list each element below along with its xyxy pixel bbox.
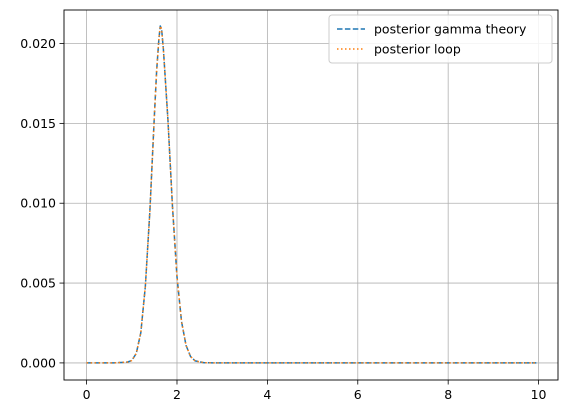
series-line-2 xyxy=(86,25,537,364)
y-tick-label: 0.000 xyxy=(20,355,56,370)
plot-background xyxy=(64,10,558,380)
plot-frame xyxy=(63,9,559,381)
y-axis: 0.000 0.005 0.010 0.015 0.020 xyxy=(20,36,64,370)
legend: posterior gamma theory posterior loop xyxy=(328,14,553,64)
y-tick-label: 0.020 xyxy=(20,36,56,51)
series-line-1 xyxy=(86,25,537,364)
y-tick-label: 0.010 xyxy=(20,196,56,211)
series-layer xyxy=(86,25,537,364)
legend-label: posterior loop xyxy=(374,42,461,57)
grid xyxy=(64,10,558,380)
legend-box xyxy=(328,14,553,64)
x-tick-label: 8 xyxy=(444,387,452,402)
y-tick-label: 0.015 xyxy=(20,116,56,131)
x-axis: 0 2 4 6 8 10 xyxy=(83,380,547,402)
x-tick-label: 4 xyxy=(263,387,271,402)
x-tick-label: 0 xyxy=(83,387,91,402)
legend-label: posterior gamma theory xyxy=(374,22,527,37)
y-tick-label: 0.005 xyxy=(20,276,56,291)
x-tick-label: 2 xyxy=(173,387,181,402)
x-tick-label: 10 xyxy=(531,387,547,402)
x-tick-label: 6 xyxy=(354,387,362,402)
